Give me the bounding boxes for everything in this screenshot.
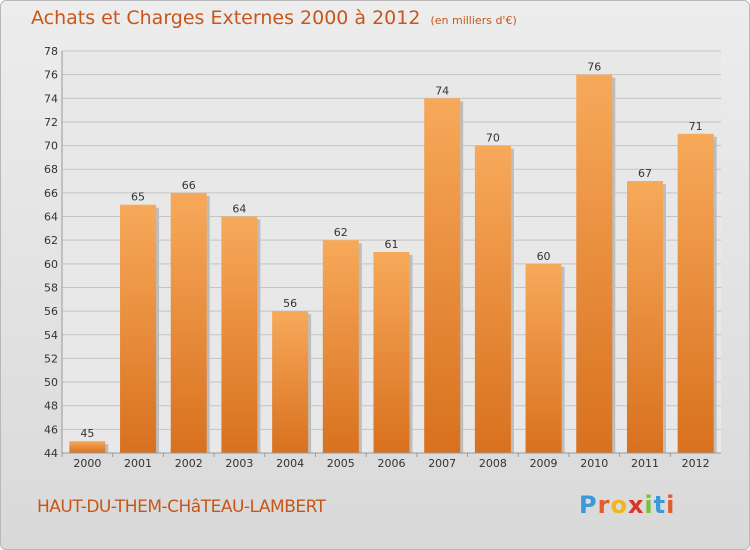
x-tick-label: 2002 xyxy=(175,457,203,470)
x-tick-label: 2000 xyxy=(73,457,101,470)
x-tick-label: 2007 xyxy=(428,457,456,470)
logo-letter: t xyxy=(653,491,667,519)
bar-2007 xyxy=(424,98,461,453)
x-tick-label: 2004 xyxy=(276,457,304,470)
value-label: 64 xyxy=(232,203,246,216)
y-tick-label: 78 xyxy=(44,45,58,58)
bar-2011 xyxy=(626,181,663,453)
value-label: 67 xyxy=(638,167,652,180)
value-label: 56 xyxy=(283,297,297,310)
logo-letter: P xyxy=(579,491,598,519)
proxiti-logo: Proxiti xyxy=(579,491,675,519)
y-tick-label: 46 xyxy=(44,423,58,436)
bar-2001 xyxy=(120,204,157,453)
value-label: 45 xyxy=(80,427,94,440)
y-tick-label: 72 xyxy=(44,116,58,129)
y-tick-label: 68 xyxy=(44,163,58,176)
bar-2005 xyxy=(322,240,359,453)
x-tick-label: 2009 xyxy=(530,457,558,470)
x-tick-label: 2008 xyxy=(479,457,507,470)
x-tick-label: 2012 xyxy=(682,457,710,470)
bar-2008 xyxy=(474,145,511,453)
logo-letter: i xyxy=(666,491,676,519)
logo-letter: x xyxy=(627,491,645,519)
chart-title: Achats et Charges Externes 2000 à 2012 (e… xyxy=(31,7,517,29)
y-tick-label: 56 xyxy=(44,305,58,318)
bar-2010 xyxy=(576,74,613,453)
x-tick-label: 2001 xyxy=(124,457,152,470)
bar-2003 xyxy=(221,216,258,453)
bars: 45 65 66 64 56 62 61 74 70 60 76 67 71 xyxy=(69,61,717,453)
bar-2009 xyxy=(525,263,562,453)
y-tick-label: 44 xyxy=(44,447,58,460)
y-tick-label: 52 xyxy=(44,352,58,365)
y-axis: 44 46 48 50 52 54 56 58 60 62 64 66 68 70 72 74 76 78 xyxy=(44,45,63,460)
y-tick-label: 60 xyxy=(44,258,58,271)
value-label: 71 xyxy=(689,120,703,133)
y-tick-label: 76 xyxy=(44,69,58,82)
y-tick-label: 58 xyxy=(44,281,58,294)
bar-2006 xyxy=(373,252,410,453)
x-tick-label: 2011 xyxy=(631,457,659,470)
commune-name: HAUT-DU-THEM-CHâTEAU-LAMBERT xyxy=(37,497,326,517)
x-tick-label: 2010 xyxy=(580,457,608,470)
y-tick-label: 54 xyxy=(44,329,58,342)
x-tick-label: 2005 xyxy=(327,457,355,470)
value-label: 74 xyxy=(435,84,449,97)
x-tick-label: 2006 xyxy=(378,457,406,470)
logo-letter: o xyxy=(610,491,628,519)
y-tick-label: 64 xyxy=(44,211,58,224)
bar-2012 xyxy=(677,133,714,453)
y-tick-label: 50 xyxy=(44,376,58,389)
value-label: 76 xyxy=(587,61,601,74)
value-label: 62 xyxy=(334,226,348,239)
bar-2002 xyxy=(170,192,207,453)
value-label: 60 xyxy=(537,250,551,263)
value-label: 70 xyxy=(486,132,500,145)
value-label: 61 xyxy=(385,238,399,251)
y-tick-label: 62 xyxy=(44,234,58,247)
y-tick-label: 74 xyxy=(44,92,58,105)
y-tick-label: 70 xyxy=(44,140,58,153)
value-label: 65 xyxy=(131,191,145,204)
x-tick-label: 2003 xyxy=(225,457,253,470)
y-tick-label: 48 xyxy=(44,400,58,413)
logo-letter: i xyxy=(644,491,654,519)
x-axis: 2000 2001 2002 2003 2004 2005 2006 2007 2008 2009… xyxy=(61,452,721,470)
bar-2004 xyxy=(272,311,309,453)
logo-letter: r xyxy=(597,491,611,519)
bar-2000 xyxy=(69,441,106,453)
y-tick-label: 66 xyxy=(44,187,58,200)
value-label: 66 xyxy=(182,179,196,192)
unit-label: (en milliers d'€) xyxy=(430,14,517,27)
title-text: Achats et Charges Externes 2000 à 2012 xyxy=(31,7,421,29)
